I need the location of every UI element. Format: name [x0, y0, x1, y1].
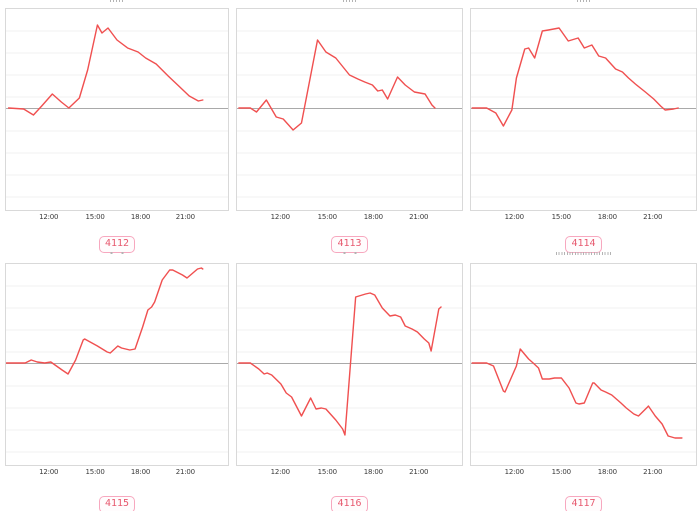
fine-print-chart-title: [555, 252, 612, 255]
chart-id-badge[interactable]: 4116: [331, 496, 368, 511]
x-axis-ticks: 12:00 15:00 18:00 21:00: [5, 468, 229, 478]
line-chart-4115[interactable]: [5, 263, 229, 466]
cropped-chart-title: [342, 0, 357, 2]
x-tick-label: 15:00: [85, 213, 105, 221]
fine-print-chart-title: [343, 252, 356, 254]
x-tick-label: 18:00: [597, 213, 617, 221]
badge-row: 4114: [470, 231, 697, 253]
badge-row: 4112: [5, 231, 229, 253]
chart-cell-4115: 12:00 15:00 18:00 21:00 4115: [5, 251, 229, 511]
x-tick-label: 12:00: [270, 468, 290, 476]
x-tick-label: 21:00: [409, 213, 429, 221]
chart-cell-4113: 12:00 15:00 18:00 21:00 4113: [236, 0, 463, 253]
line-chart-4114[interactable]: [470, 8, 697, 211]
chart-cell-4117: 12:00 15:00 18:00 21:00 4117: [470, 251, 697, 511]
x-axis-ticks: 12:00 15:00 18:00 21:00: [470, 213, 697, 223]
line-chart-4117[interactable]: [470, 263, 697, 466]
x-tick-label: 15:00: [317, 213, 337, 221]
x-tick-label: 12:00: [504, 468, 524, 476]
x-tick-label: 18:00: [363, 213, 383, 221]
chart-cell-4114: 12:00 15:00 18:00 21:00 4114: [470, 0, 697, 253]
x-tick-label: 21:00: [175, 213, 195, 221]
x-tick-label: 15:00: [551, 213, 571, 221]
x-tick-label: 12:00: [39, 468, 59, 476]
x-tick-label: 21:00: [643, 468, 663, 476]
x-tick-label: 21:00: [409, 468, 429, 476]
chart-id-badge[interactable]: 4115: [98, 496, 136, 511]
chart-id-badge[interactable]: 4117: [565, 496, 602, 511]
x-tick-label: 21:00: [175, 468, 195, 476]
x-tick-label: 12:00: [39, 213, 59, 221]
line-chart-4113[interactable]: [236, 8, 463, 211]
chart-cell-4112: 12:00 15:00 18:00 21:00 4112: [5, 0, 229, 253]
x-tick-label: 21:00: [643, 213, 663, 221]
x-tick-label: 12:00: [270, 213, 290, 221]
x-tick-label: 12:00: [504, 213, 524, 221]
x-tick-label: 18:00: [130, 468, 151, 476]
badge-row: 4115: [5, 491, 229, 511]
x-axis-ticks: 12:00 15:00 18:00 21:00: [236, 213, 463, 223]
cropped-chart-title: [576, 0, 591, 2]
badge-row: 4117: [470, 491, 697, 511]
fine-print-chart-title: [110, 252, 124, 254]
x-tick-label: 15:00: [551, 468, 571, 476]
x-axis-ticks: 12:00 15:00 18:00 21:00: [470, 468, 697, 478]
x-tick-label: 18:00: [597, 468, 617, 476]
x-tick-label: 18:00: [363, 468, 383, 476]
badge-row: 4113: [236, 231, 463, 253]
x-tick-label: 18:00: [130, 213, 151, 221]
line-chart-4116[interactable]: [236, 263, 463, 466]
badge-row: 4116: [236, 491, 463, 511]
x-tick-label: 15:00: [85, 468, 105, 476]
x-axis-ticks: 12:00 15:00 18:00 21:00: [236, 468, 463, 478]
chart-cell-4116: 12:00 15:00 18:00 21:00 4116: [236, 251, 463, 511]
line-chart-4112[interactable]: [5, 8, 229, 211]
cropped-chart-title: [110, 0, 124, 2]
x-axis-ticks: 12:00 15:00 18:00 21:00: [5, 213, 229, 223]
x-tick-label: 15:00: [317, 468, 337, 476]
